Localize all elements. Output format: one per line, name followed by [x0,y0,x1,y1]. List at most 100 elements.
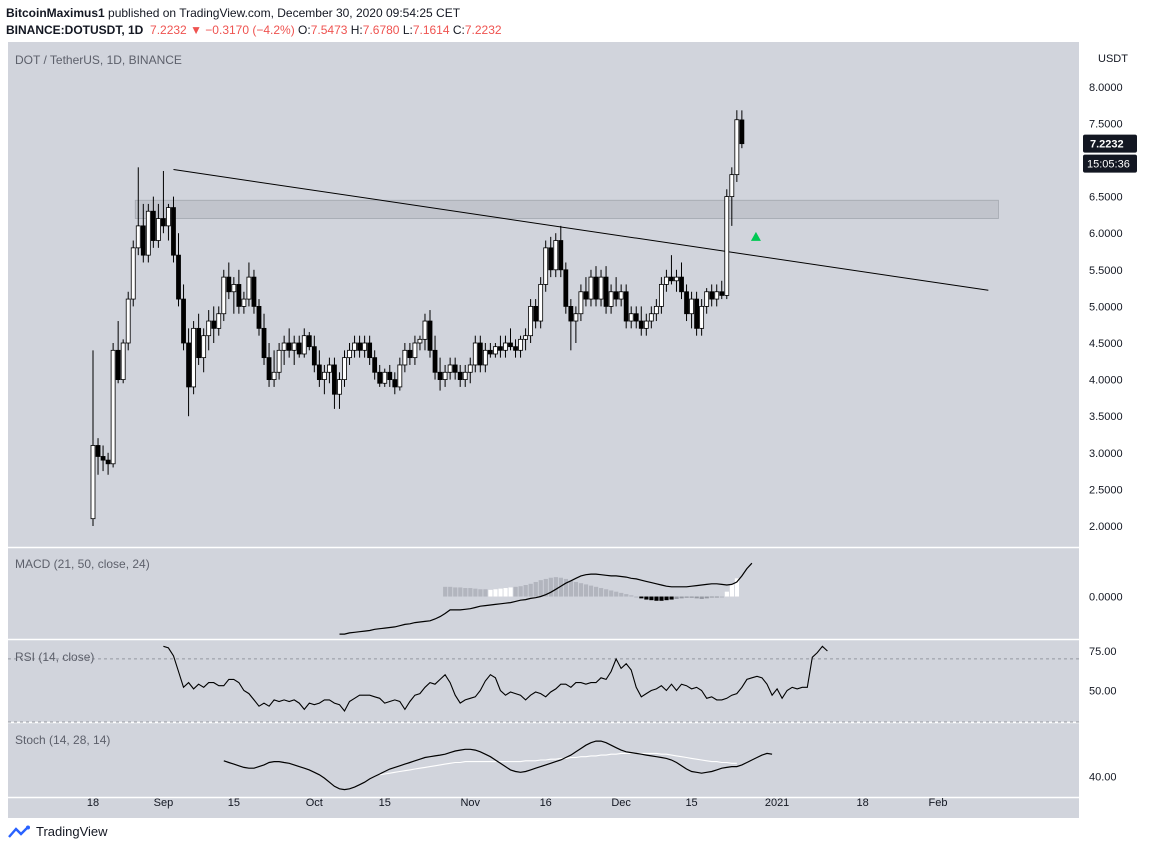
price-tick-label: 3.5000 [1089,411,1123,423]
macd-bar [528,583,533,597]
candle-body [145,210,151,256]
candle-body [115,349,121,381]
brand-name: TradingView [36,824,108,839]
macd-bar [488,589,493,597]
price-tick-label: 8.0000 [1089,82,1123,94]
open-label: O: [298,23,311,37]
price-tick-label: 4.0000 [1089,375,1123,387]
candle [442,364,448,387]
candle-body [548,247,554,271]
macd-bar [573,581,579,597]
candle-body [553,240,559,271]
macd-bar [594,586,599,597]
candle [226,262,232,300]
candle-body [211,320,217,329]
candle [321,364,327,395]
candle [135,167,141,256]
candle-body [729,174,735,197]
candle-body [216,313,222,329]
candle-body [573,313,579,322]
low-value: 7.1614 [412,23,450,37]
author-name[interactable]: BitcoinMaximus1 [6,6,105,20]
candle-body [442,371,448,380]
candle [724,189,730,300]
macd-bar [614,591,619,597]
price-axis[interactable]: 8.00007.50007.00006.50006.00005.50005.00… [1089,53,1128,783]
candle-body [437,371,443,380]
signal-arrow [750,231,761,241]
candle-body [161,218,166,227]
candle [699,299,705,336]
candle [538,277,544,329]
candle [171,196,176,263]
down-triangle-icon: ▼ [190,23,202,37]
candle-body [191,327,197,388]
candle-body [533,305,539,322]
candle [125,291,131,351]
time-axis[interactable]: 18 Sep 15 Oct 15 Nov 16 Dec 15 2021 18 Feb [87,797,948,809]
time-tick-label: 16 [540,797,552,809]
candle [528,299,534,343]
candle-body [563,269,569,307]
candle [709,284,715,307]
candle [191,321,197,395]
candle-body [558,240,564,271]
macd-bar [719,596,724,598]
macd-bar [714,596,719,598]
candle [271,350,277,387]
candle-body [125,298,131,344]
rsi-series-line [163,645,828,713]
candle [161,170,166,234]
candle [412,335,418,365]
candle-body [417,338,423,344]
macd-bar [448,586,453,597]
candle [357,335,362,358]
candle [256,299,262,336]
macd-bar [533,581,538,597]
candle [739,110,745,149]
candle [337,372,342,409]
time-tick-label: Nov [460,797,480,809]
candle [130,240,136,307]
publish-info: published on TradingView.com, December 3… [104,6,461,20]
ohlc-line: BINANCE:DOTUSDT, 1D 7.2232 ▼ −0.3170 (−4… [6,23,502,37]
candle [598,269,604,307]
candle [563,262,569,314]
candle-body [538,284,544,322]
macd-bar [483,589,488,597]
candle-body [130,247,136,300]
macd-bar [473,588,478,597]
candle-body [166,207,171,227]
candle [347,343,352,365]
stoch-lines [223,740,773,791]
footer-brand[interactable]: TradingView [8,824,108,839]
candle [236,269,242,314]
candle [482,343,488,373]
candle [447,357,453,380]
candle-body [648,313,654,322]
price-pane-title: DOT / TetherUS, 1D, BINANCE [15,53,182,67]
candle-body [337,379,342,395]
macd-bar [624,594,629,597]
candle [628,306,634,329]
candle [674,269,679,292]
macd-pane-title: MACD (21, 50, close, 24) [15,557,150,571]
candle-body [699,305,705,329]
candle-body [674,276,679,282]
candle [241,291,247,314]
candle [548,236,554,278]
macd-bar [468,588,473,597]
macd-bar [498,588,503,597]
candle-body [487,349,493,355]
macd-bar [543,578,548,597]
price-tick-label: 3.0000 [1089,448,1123,460]
candle [608,284,614,314]
candle [653,299,659,322]
macd-bar [578,583,584,597]
candle [492,343,498,358]
candle-body [140,225,146,256]
candle [568,299,574,351]
candle-body [427,320,433,351]
macd-histogram [443,577,740,601]
price-tick-label: 5.0000 [1089,301,1123,313]
